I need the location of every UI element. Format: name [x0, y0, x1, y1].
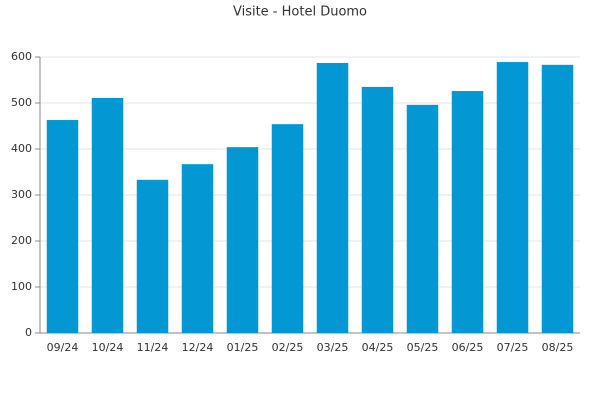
x-tick-label: 12/24: [182, 341, 214, 354]
x-tick-label: 07/25: [497, 341, 529, 354]
bar: [271, 124, 304, 333]
bar: [496, 62, 529, 334]
y-tick-label: 500: [11, 96, 32, 109]
bar: [406, 104, 439, 333]
y-tick-label: 200: [11, 234, 32, 247]
bar: [316, 62, 349, 333]
x-tick-label: 05/25: [407, 341, 439, 354]
x-tick-label: 03/25: [317, 341, 349, 354]
x-tick-label: 10/24: [92, 341, 124, 354]
x-tick-label: 06/25: [452, 341, 484, 354]
y-tick-label: 300: [11, 188, 32, 201]
y-tick-label: 0: [25, 326, 32, 339]
x-tick-label: 04/25: [362, 341, 394, 354]
x-tick-label: 02/25: [272, 341, 304, 354]
x-tick-label: 08/25: [542, 341, 574, 354]
bar: [136, 179, 169, 333]
bar: [451, 91, 484, 333]
x-tick-label: 11/24: [137, 341, 169, 354]
y-tick-label: 100: [11, 280, 32, 293]
bar: [361, 86, 394, 334]
y-tick-label: 400: [11, 142, 32, 155]
x-tick-label: 09/24: [47, 341, 79, 354]
bar: [226, 147, 259, 333]
bar: [541, 64, 574, 333]
bar: [91, 97, 124, 333]
bar: [181, 164, 214, 333]
bar: [46, 120, 79, 334]
chart-title: Visite - Hotel Duomo: [233, 5, 367, 20]
x-tick-label: 01/25: [227, 341, 259, 354]
y-tick-label: 600: [11, 50, 32, 63]
